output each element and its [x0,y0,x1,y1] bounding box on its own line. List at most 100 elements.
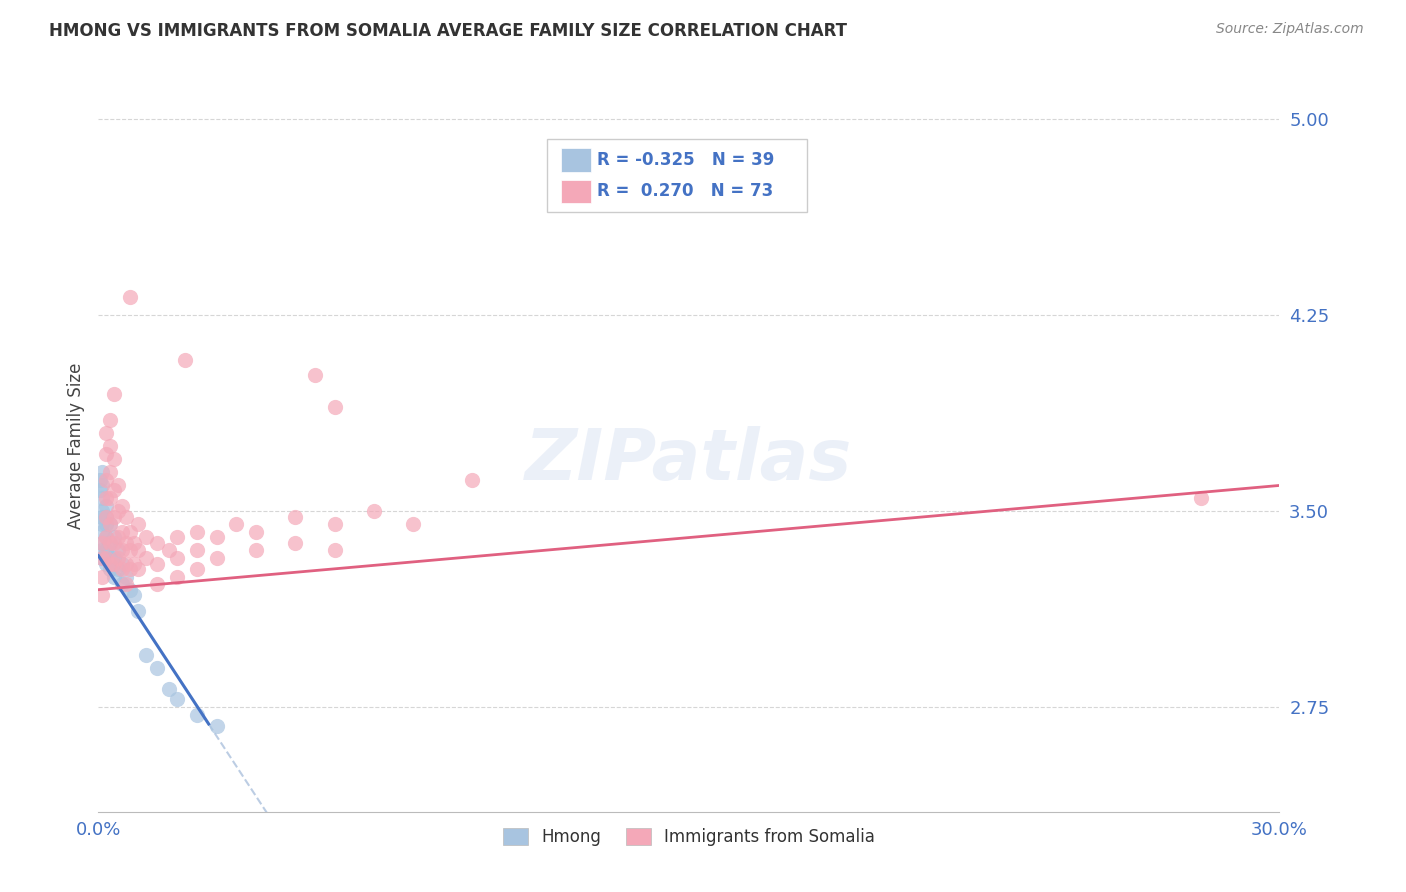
Legend: Hmong, Immigrants from Somalia: Hmong, Immigrants from Somalia [495,820,883,855]
Point [91,535,114,549]
Point [245,525,267,540]
Point [135,648,157,662]
Point [157,543,180,558]
Point [127,562,149,576]
Point [461,473,484,487]
Point [91,465,114,479]
Point [205,551,228,566]
Point [103,509,125,524]
Point [96,517,118,532]
Point [91,569,114,583]
Text: ZIPatlas: ZIPatlas [526,426,852,495]
Point [91,535,114,549]
FancyBboxPatch shape [561,180,591,203]
Point [103,551,125,566]
Point [166,692,188,706]
Text: HMONG VS IMMIGRANTS FROM SOMALIA AVERAGE FAMILY SIZE CORRELATION CHART: HMONG VS IMMIGRANTS FROM SOMALIA AVERAGE… [49,22,848,40]
Point [103,557,125,571]
Point [103,531,125,545]
Point [91,525,114,540]
Point [186,708,208,723]
Point [111,562,134,576]
FancyBboxPatch shape [547,139,807,212]
Point [245,543,267,558]
Point [111,543,134,558]
Point [98,562,121,576]
Point [118,543,141,558]
Point [107,562,129,576]
Point [174,352,197,367]
Point [205,718,228,732]
Point [91,478,114,492]
Point [107,543,129,558]
Point [96,531,118,545]
Point [135,551,157,566]
Point [96,447,118,461]
Point [146,535,169,549]
Text: R =  0.270   N = 73: R = 0.270 N = 73 [596,183,773,201]
Point [127,543,149,558]
Point [107,478,129,492]
Point [186,525,208,540]
Point [103,386,125,401]
Point [91,543,114,558]
Point [89,473,111,487]
Point [166,551,188,566]
Point [118,525,141,540]
Point [96,473,118,487]
Point [96,557,118,571]
Point [91,491,114,506]
Point [166,531,188,545]
Point [98,413,121,427]
Point [103,483,125,498]
FancyBboxPatch shape [561,148,591,171]
Point [166,569,188,583]
Point [91,588,114,602]
Point [122,535,145,549]
Point [107,531,129,545]
Point [98,465,121,479]
Point [135,531,157,545]
Point [284,535,307,549]
Point [98,439,121,453]
Point [111,525,134,540]
Text: Source: ZipAtlas.com: Source: ZipAtlas.com [1216,22,1364,37]
Point [127,604,149,618]
Point [98,491,121,506]
Point [186,543,208,558]
Point [111,577,134,591]
Point [96,543,118,558]
Point [98,517,121,532]
Point [98,551,121,566]
Point [225,517,247,532]
Point [157,681,180,696]
Point [118,290,141,304]
Point [98,517,121,532]
Point [115,557,138,571]
Point [96,499,118,513]
Point [127,517,149,532]
Point [91,504,114,518]
Y-axis label: Average Family Size: Average Family Size [66,363,84,529]
Point [146,557,169,571]
Point [98,535,121,549]
Point [118,582,141,597]
Point [122,588,145,602]
Point [115,509,138,524]
Point [122,557,145,571]
Point [96,425,118,440]
Point [111,499,134,513]
Point [96,509,118,524]
Point [96,491,118,506]
Point [205,531,228,545]
Point [1189,491,1212,506]
Point [96,509,118,524]
Point [304,368,326,383]
Text: R = -0.325   N = 39: R = -0.325 N = 39 [596,151,775,169]
Point [146,577,169,591]
Point [91,517,114,532]
Point [98,557,121,571]
Point [98,535,121,549]
Point [107,504,129,518]
Point [118,562,141,576]
